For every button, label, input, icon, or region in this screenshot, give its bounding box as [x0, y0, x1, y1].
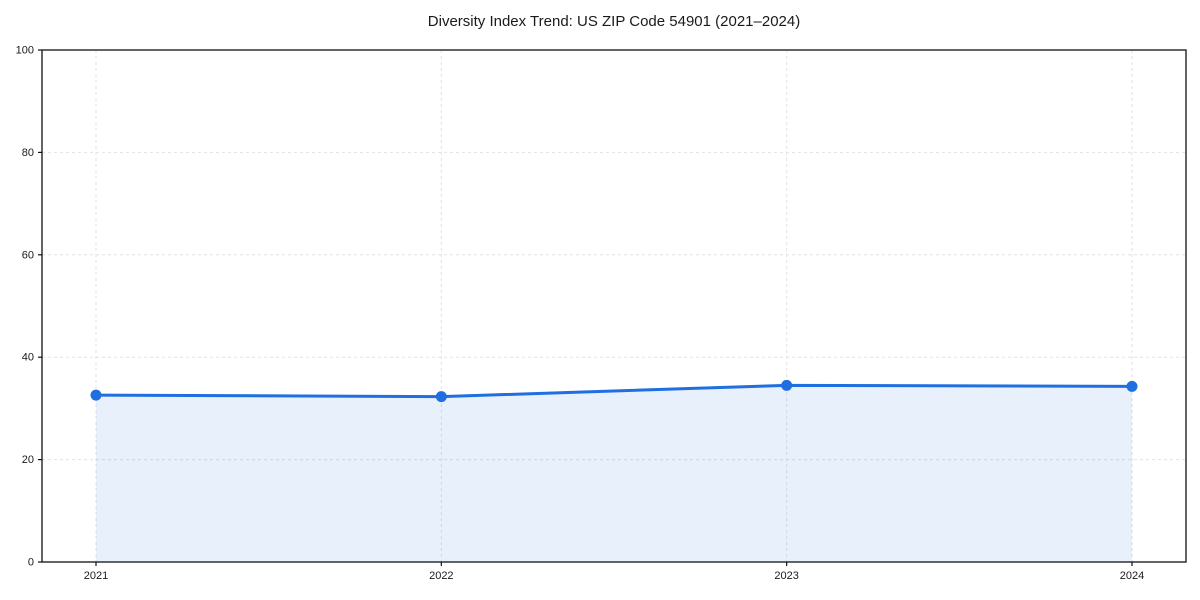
area-fill	[96, 385, 1132, 562]
x-tick-label: 2024	[1120, 570, 1144, 582]
x-tick-label: 2023	[774, 570, 798, 582]
y-tick-label: 80	[22, 147, 34, 159]
y-tick-label: 20	[22, 454, 34, 466]
y-tick-label: 60	[22, 249, 34, 261]
y-tick-label: 100	[16, 45, 34, 57]
plot-frame	[41, 49, 1187, 563]
data-point	[781, 379, 793, 391]
chart-title: Diversity Index Trend: US ZIP Code 54901…	[427, 13, 801, 30]
data-point	[90, 389, 102, 401]
y-tick-label: 40	[22, 352, 34, 364]
trend-line	[94, 383, 1134, 399]
y-tick-label: 0	[28, 557, 34, 569]
data-point	[1126, 380, 1138, 392]
x-tick-label: 2022	[429, 570, 453, 582]
x-tick-label: 2021	[84, 570, 108, 582]
data-point	[435, 391, 447, 403]
